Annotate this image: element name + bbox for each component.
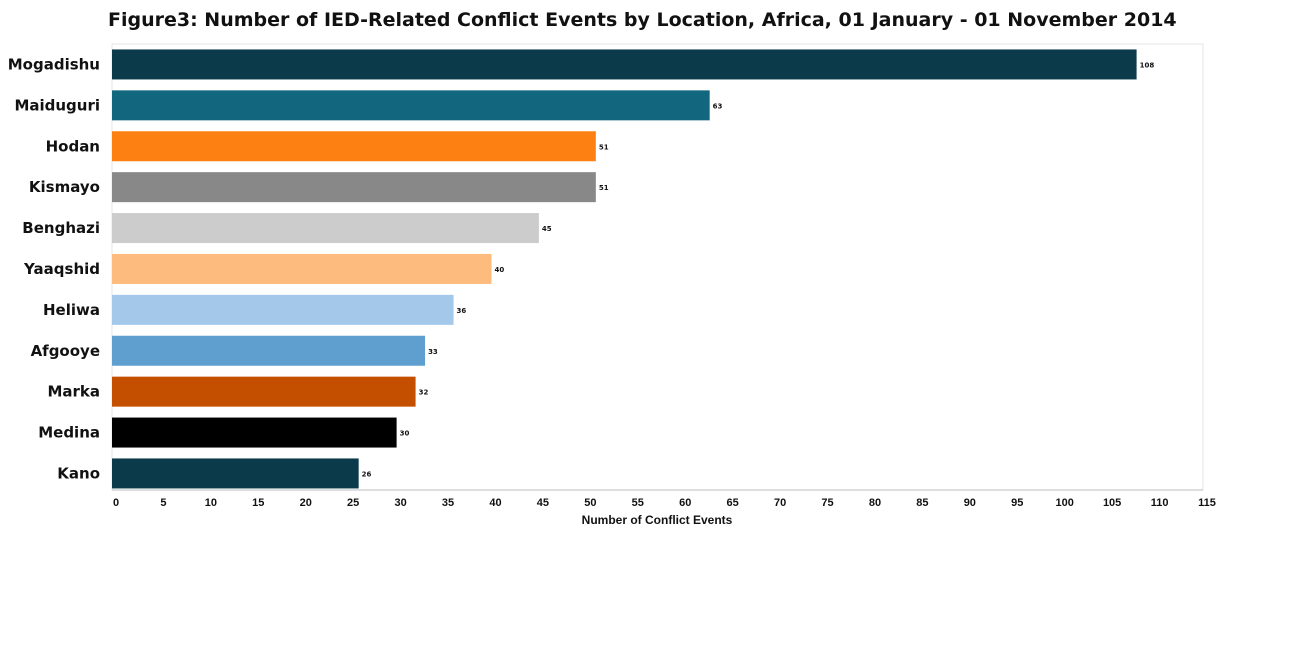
x-axis-title: Number of Conflict Events xyxy=(582,513,733,527)
bar-kismayo xyxy=(112,172,596,203)
x-tick-label: 5 xyxy=(160,497,166,509)
category-label-marka: Marka xyxy=(47,383,100,401)
x-tick-label: 115 xyxy=(1198,497,1216,509)
category-label-medina: Medina xyxy=(38,424,100,442)
category-label-maiduguri: Maiduguri xyxy=(14,96,100,114)
x-tick-label: 25 xyxy=(347,497,359,509)
x-tick-label: 20 xyxy=(300,497,312,509)
data-label-kano: 26 xyxy=(362,470,372,478)
x-tick-label: 60 xyxy=(679,497,691,509)
bar-kano xyxy=(112,458,359,489)
category-label-kano: Kano xyxy=(57,464,100,482)
data-label-heliwa: 36 xyxy=(457,307,467,315)
category-label-afgooye: Afgooye xyxy=(31,342,100,360)
data-label-afgooye: 33 xyxy=(428,348,438,356)
bar-heliwa xyxy=(112,294,454,325)
x-tick-label: 110 xyxy=(1151,497,1169,509)
data-label-benghazi: 45 xyxy=(542,225,552,233)
data-label-mogadishu: 108 xyxy=(1140,61,1155,69)
x-tick-label: 45 xyxy=(537,497,549,509)
data-label-maiduguri: 63 xyxy=(713,102,723,110)
category-label-mogadishu: Mogadishu xyxy=(8,55,100,73)
bar-hodan xyxy=(112,131,596,162)
x-tick-label: 90 xyxy=(964,497,976,509)
x-tick-label: 30 xyxy=(394,497,406,509)
bar-maiduguri xyxy=(112,90,710,121)
x-tick-label: 35 xyxy=(442,497,454,509)
x-tick-label: 75 xyxy=(821,497,833,509)
bar-benghazi xyxy=(112,213,539,244)
chart-title: Figure3: Number of IED-Related Conflict … xyxy=(108,9,1177,31)
x-tick-label: 80 xyxy=(869,497,881,509)
bar-medina xyxy=(112,417,397,448)
x-tick-label: 10 xyxy=(205,497,217,509)
x-tick-label: 0 xyxy=(113,497,119,509)
x-tick-label: 70 xyxy=(774,497,786,509)
category-label-benghazi: Benghazi xyxy=(22,219,100,237)
x-tick-label: 105 xyxy=(1103,497,1121,509)
data-label-marka: 32 xyxy=(419,389,429,397)
bar-yaaqshid xyxy=(112,253,492,284)
x-tick-label: 40 xyxy=(489,497,501,509)
category-label-heliwa: Heliwa xyxy=(43,301,100,319)
bar-marka xyxy=(112,376,416,407)
x-tick-label: 95 xyxy=(1011,497,1023,509)
category-label-hodan: Hodan xyxy=(46,137,100,155)
x-tick-label: 50 xyxy=(584,497,596,509)
x-tick-label: 55 xyxy=(632,497,644,509)
x-tick-label: 65 xyxy=(727,497,739,509)
bar-mogadishu xyxy=(112,49,1137,80)
data-label-yaaqshid: 40 xyxy=(494,266,504,274)
bar-afgooye xyxy=(112,335,426,366)
x-tick-label: 85 xyxy=(916,497,928,509)
x-tick-label: 100 xyxy=(1056,497,1074,509)
x-tick-label: 15 xyxy=(252,497,264,509)
category-label-kismayo: Kismayo xyxy=(29,178,100,196)
data-label-kismayo: 51 xyxy=(599,184,609,192)
data-label-hodan: 51 xyxy=(599,143,609,151)
data-label-medina: 30 xyxy=(400,430,410,438)
category-label-yaaqshid: Yaaqshid xyxy=(23,260,100,278)
